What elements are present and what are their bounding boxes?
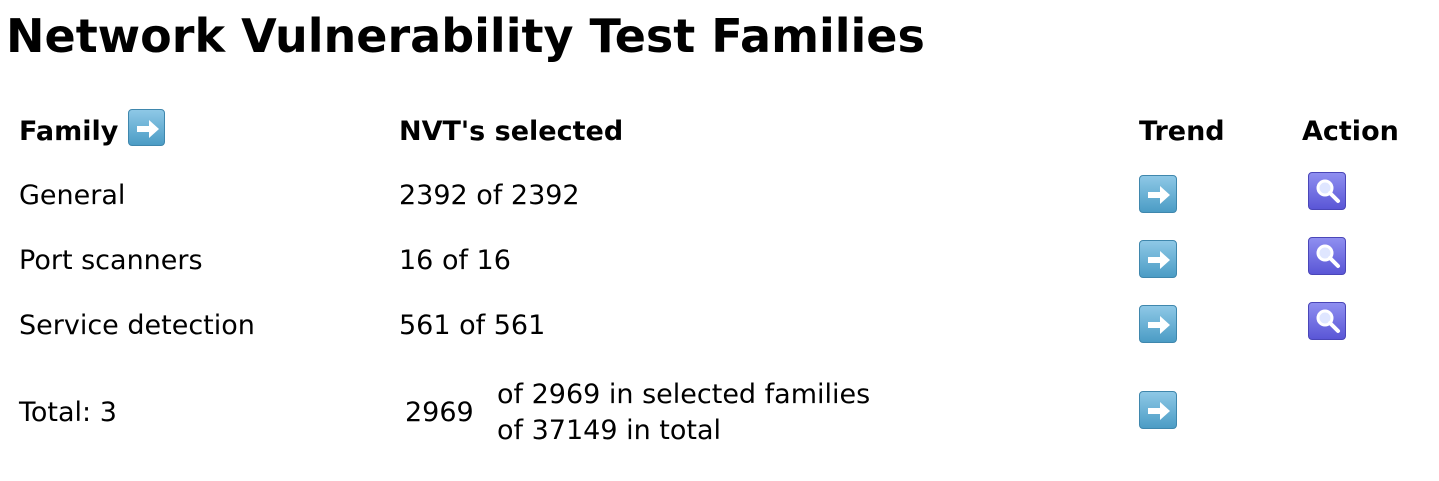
page-title: Network Vulnerability Test Families [6,9,925,63]
trend-arrow-icon[interactable] [1139,175,1177,213]
details-magnifier-icon[interactable] [1308,302,1346,340]
total-nvt-count: 2969 [405,397,474,428]
family-arrow-icon[interactable] [128,109,165,146]
column-header-family-label: Family [19,116,119,147]
details-magnifier-icon[interactable] [1308,172,1346,210]
family-name-service-detection: Service detection [19,310,255,341]
family-name-general: General [19,180,126,211]
column-header-nvts-selected: NVT's selected [399,116,624,147]
total-of-selected: of 2969 in selected families [497,379,871,410]
total-of-all: of 37149 in total [497,415,722,446]
family-name-port-scanners: Port scanners [19,245,203,276]
column-header-trend: Trend [1139,116,1225,147]
nvts-count-port-scanners: 16 of 16 [399,245,511,276]
nvts-count-general: 2392 of 2392 [399,180,580,211]
trend-arrow-icon[interactable] [1139,305,1177,343]
details-magnifier-icon[interactable] [1308,237,1346,275]
column-header-family: Family [19,113,118,151]
total-families: Total: 3 [19,397,117,428]
trend-arrow-icon[interactable] [1139,240,1177,278]
column-header-action: Action [1302,116,1399,147]
nvts-count-service-detection: 561 of 561 [399,310,546,341]
total-trend-arrow-icon[interactable] [1139,391,1177,429]
